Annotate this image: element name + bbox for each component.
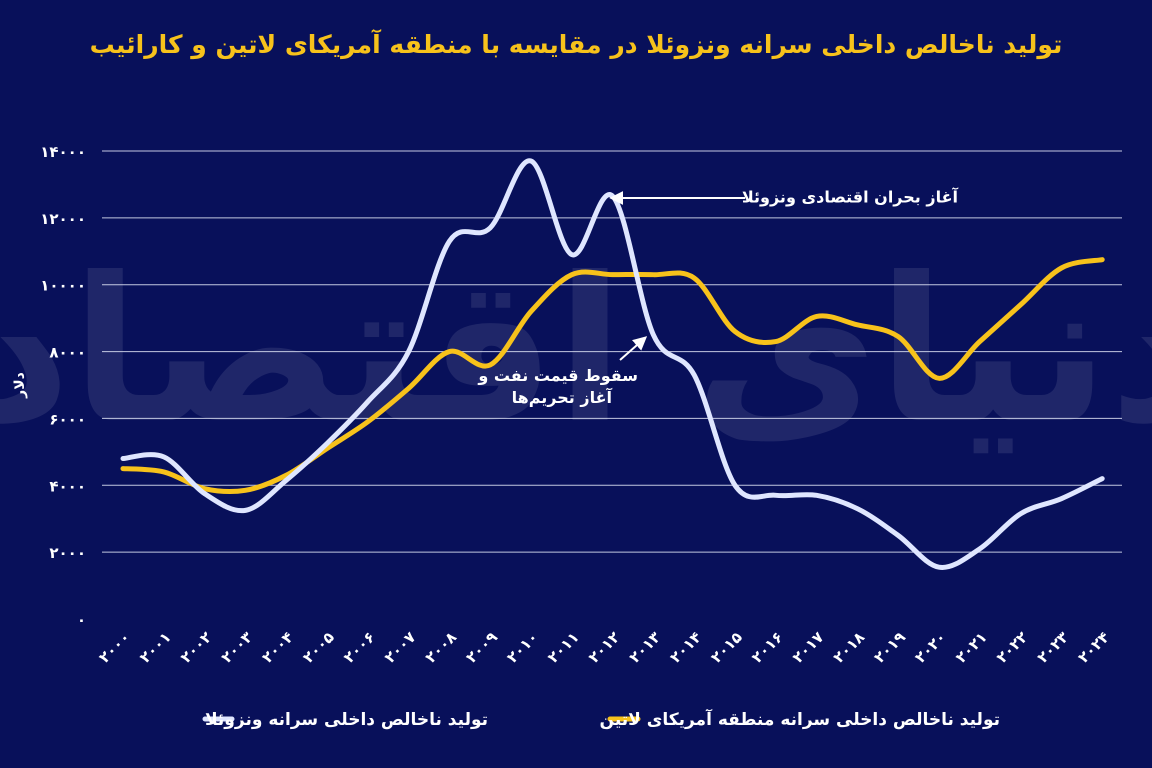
x-tick-label: ۲۰۰۸	[422, 628, 461, 667]
y-tick-label: ۲۰۰۰	[49, 544, 86, 562]
x-tick-label: ۲۰۰۴	[258, 628, 297, 667]
legend-label: تولید ناخالص داخلی سرانه ونزوئلا	[205, 710, 488, 730]
x-tick-label: ۲۰۲۳	[1034, 628, 1073, 667]
annotation-crisis: آغاز بحران اقتصادی ونزوئلا	[609, 187, 959, 207]
x-tick-label: ۲۰۱۴	[666, 628, 705, 667]
y-tick-label: ۶۰۰۰	[49, 410, 86, 428]
annotation-oil-text-2: آغاز تحریم‌ها	[512, 387, 613, 407]
x-tick-label: ۲۰۰۳	[218, 628, 257, 667]
x-tick-label: ۲۰۲۴	[1074, 628, 1113, 667]
chart-title: تولید ناخالص داخلی سرانه ونزوئلا در مقای…	[89, 30, 1063, 59]
x-tick-label: ۲۰۰۵	[299, 628, 338, 667]
x-tick-label: ۲۰۰۱	[136, 628, 175, 667]
x-tick-label: ۲۰۱۸	[830, 628, 869, 667]
x-tick-label: ۲۰۰۷	[381, 628, 420, 667]
x-tick-label: ۲۰۱۷	[789, 628, 828, 667]
x-tick-label: ۲۰۱۵	[707, 628, 746, 667]
x-tick-label: ۲۰۱۰	[503, 628, 542, 667]
gridlines	[102, 150, 1122, 553]
x-tick-label: ۲۰۱۹	[870, 628, 909, 667]
x-tick-label: ۲۰۰۶	[340, 628, 379, 667]
x-tick-label: ۲۰۲۰	[911, 628, 950, 667]
y-axis-label: دلار	[12, 372, 28, 399]
x-tick-label: ۲۰۱۶	[748, 628, 787, 667]
annotation-oil: سقوط قیمت نفت و آغاز تحریم‌ها	[477, 336, 648, 407]
annotation-oil-text-1: سقوط قیمت نفت و	[477, 366, 638, 385]
legend-item-venezuela: تولید ناخالص داخلی سرانه ونزوئلا	[202, 710, 488, 730]
y-axis: ۰ ۲۰۰۰ ۴۰۰۰ ۶۰۰۰ ۸۰۰۰ ۱۰۰۰۰ ۱۲۰۰۰ ۱۴۰۰۰	[40, 143, 86, 629]
legend-label: تولید ناخالص داخلی سرانه منطقه آمریکای ل…	[600, 708, 1000, 730]
x-tick-label: ۲۰۰۹	[462, 628, 501, 667]
x-tick-label: ۲۰۱۲	[585, 628, 624, 667]
x-tick-label: ۲۰۲۲	[993, 628, 1032, 667]
annotation-arrow	[619, 336, 648, 361]
x-tick-label: ۲۰۱۳	[626, 628, 665, 667]
annotation-crisis-text: آغاز بحران اقتصادی ونزوئلا	[742, 187, 959, 207]
y-tick-label: ۱۲۰۰۰	[40, 210, 86, 228]
y-tick-label: ۰	[77, 611, 86, 629]
x-tick-label: ۲۰۰۰	[95, 628, 134, 667]
y-tick-label: ۱۰۰۰۰	[40, 277, 86, 295]
x-tick-label: ۲۰۰۲	[177, 628, 216, 667]
x-axis: ۲۰۰۰ ۲۰۰۱ ۲۰۰۲ ۲۰۰۳ ۲۰۰۴ ۲۰۰۵ ۲۰۰۶ ۲۰۰۷ ۲۰۰۸ ۲۰۰۹…	[95, 628, 1113, 667]
legend: تولید ناخالص داخلی سرانه ونزوئلا تولید نا…	[202, 708, 1000, 730]
legend-item-latam: تولید ناخالص داخلی سرانه منطقه آمریکای ل…	[600, 708, 1000, 730]
y-tick-label: ۸۰۰۰	[49, 344, 86, 362]
series-line-latam	[120, 257, 1105, 495]
y-tick-label: ۱۴۰۰۰	[40, 143, 86, 161]
y-tick-label: ۴۰۰۰	[49, 477, 86, 495]
x-tick-label: ۲۰۲۱	[952, 628, 991, 667]
x-tick-label: ۲۰۱۱	[544, 628, 583, 667]
